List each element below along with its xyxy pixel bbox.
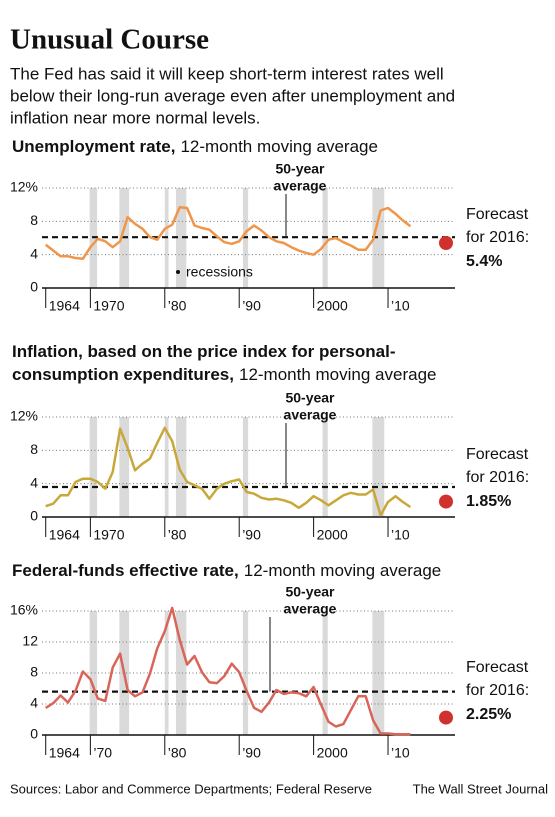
recession-band — [89, 417, 98, 517]
recession-band — [242, 417, 249, 517]
x-tick-label: ’10 — [391, 527, 410, 543]
forecast-label: for 2016: — [466, 229, 529, 246]
chart-heading: Federal-funds effective rate, 12-month mo… — [12, 561, 441, 580]
chart-heading: Inflation, based on the price index for … — [12, 342, 396, 361]
page-subtitle: The Fed has said it will keep short-term… — [10, 64, 444, 83]
y-tick-label: 4 — [30, 695, 38, 711]
x-tick-label: ’80 — [168, 298, 187, 314]
y-tick-label: 16% — [10, 602, 38, 618]
forecast-dot — [439, 494, 453, 509]
forecast-label: Forecast — [466, 206, 529, 223]
x-tick-label: 1970 — [93, 298, 124, 314]
recession-band — [119, 417, 130, 517]
x-tick-label: 2000 — [317, 745, 348, 761]
x-tick-label: ’80 — [168, 745, 187, 761]
recession-label: recessions — [186, 264, 253, 280]
recession-band — [322, 611, 328, 735]
series-line — [44, 205, 412, 261]
y-tick-label: 12% — [10, 408, 38, 424]
credit: The Wall Street Journal — [413, 781, 548, 796]
y-tick-label: 4 — [30, 474, 38, 490]
x-tick-label: ’90 — [242, 527, 261, 543]
y-tick-label: 8 — [30, 664, 38, 680]
recession-band — [89, 611, 98, 735]
recession-band — [175, 611, 187, 735]
x-tick-label: 1970 — [93, 527, 124, 543]
chart-heading-rest: 12-month moving average — [180, 137, 378, 156]
average-label: average — [274, 178, 327, 194]
y-tick-label: 0 — [30, 279, 38, 295]
x-tick-label: ’90 — [242, 745, 261, 761]
x-tick-label: 1964 — [49, 527, 80, 543]
y-tick-label: 0 — [30, 508, 38, 524]
page-title: Unusual Course — [10, 24, 209, 56]
x-tick-label: ’10 — [391, 745, 410, 761]
x-tick-label: 1964 — [49, 745, 80, 761]
y-tick-label: 4 — [30, 245, 38, 261]
chart-heading-bold: Inflation, based on the price index for … — [12, 342, 396, 361]
chart-heading-rest: 12-month moving average — [244, 561, 442, 580]
recession-band — [175, 417, 187, 517]
forecast-dot — [439, 236, 453, 250]
y-tick-label: 8 — [30, 441, 38, 457]
recession-band — [164, 611, 169, 735]
forecast-dot — [439, 710, 453, 725]
chart-heading: consumption expenditures, 12-month moving… — [12, 365, 437, 384]
forecast-value: 1.85% — [466, 493, 511, 510]
recession-band — [164, 417, 169, 517]
recession-band — [175, 188, 187, 288]
average-label: 50-year — [285, 584, 335, 600]
chart-heading: Unemployment rate, 12-month moving averag… — [12, 137, 378, 156]
forecast-label: for 2016: — [466, 682, 529, 699]
page-subtitle: below their long-run average even after … — [10, 86, 455, 105]
x-tick-label: ’80 — [168, 527, 187, 543]
recession-bullet — [176, 270, 180, 274]
x-tick-label: 1964 — [49, 298, 80, 314]
forecast-value: 5.4% — [466, 253, 502, 270]
average-label: 50-year — [275, 161, 325, 177]
source: Sources: Labor and Commerce Departments;… — [10, 781, 372, 796]
y-tick-label: 12% — [10, 179, 38, 195]
y-tick-label: 0 — [30, 726, 38, 742]
x-tick-label: ’90 — [242, 298, 261, 314]
recession-band — [372, 417, 385, 517]
y-tick-label: 12 — [22, 633, 38, 649]
forecast-label: Forecast — [466, 446, 529, 463]
average-label: average — [284, 407, 337, 423]
recession-band — [322, 417, 328, 517]
series-line — [45, 426, 412, 517]
x-tick-label: 2000 — [317, 298, 348, 314]
x-tick-label: 2000 — [317, 527, 348, 543]
x-tick-label: ’70 — [93, 745, 112, 761]
forecast-value: 2.25% — [466, 706, 511, 723]
chart-heading-bold: consumption expenditures, — [12, 365, 234, 384]
forecast-label: Forecast — [466, 659, 529, 676]
page-subtitle: inflation near more normal levels. — [10, 108, 260, 127]
chart-heading-bold: Unemployment rate, — [12, 137, 175, 156]
average-label: average — [284, 601, 337, 617]
y-tick-label: 8 — [30, 212, 38, 228]
series-line — [45, 606, 411, 736]
chart-heading-bold: Federal-funds effective rate, — [12, 561, 239, 580]
recession-band — [372, 188, 385, 288]
forecast-label: for 2016: — [466, 469, 529, 486]
chart-heading-rest: 12-month moving average — [239, 365, 437, 384]
x-tick-label: ’10 — [391, 298, 410, 314]
average-label: 50-year — [285, 390, 335, 406]
